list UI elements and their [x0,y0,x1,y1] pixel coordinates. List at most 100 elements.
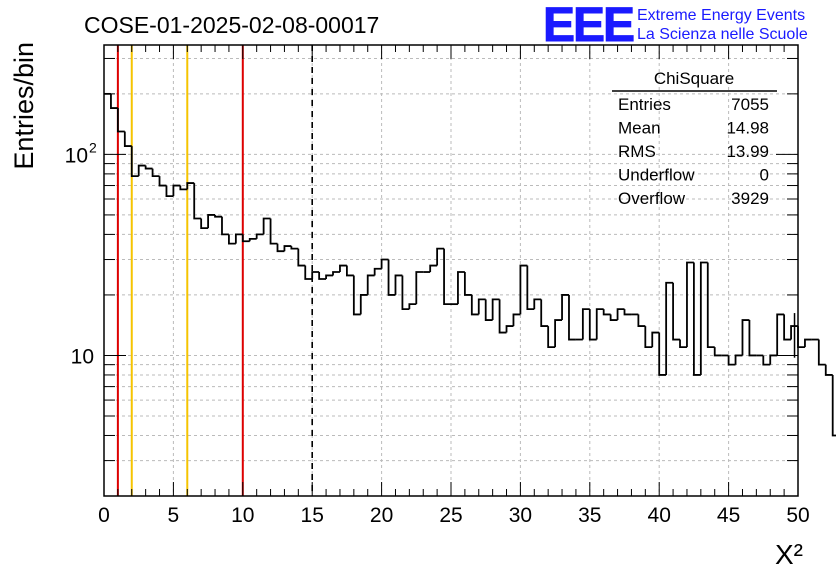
histogram-bin [179,185,188,191]
y-tick-label: 10 [71,345,94,368]
histogram-bin [387,259,396,296]
histogram-bin [269,218,278,245]
histogram-bin [693,262,701,376]
x-tick-label: 35 [578,504,601,527]
histogram-bin [401,275,410,311]
histogram-bin [783,314,792,341]
stats-label: Overflow [618,189,686,208]
histogram-bin [686,261,694,348]
histogram-bin [831,374,836,437]
histogram-bin [373,267,382,276]
histogram-bin [359,294,368,315]
histogram-bin [706,262,715,349]
y-tick-exponent: 2 [89,139,97,155]
histogram-bin [512,313,521,327]
histogram-bin [339,264,347,273]
histogram-bin [116,108,125,133]
histogram-bin [429,264,438,273]
stats-value: 3929 [731,189,769,208]
histogram-bin [304,265,313,280]
histogram-bin [318,272,327,280]
stats-label: RMS [618,142,656,161]
histogram-bin [498,299,507,334]
histogram-bin [151,168,160,177]
x-tick-label: 25 [439,504,462,527]
histogram-bin [290,246,299,250]
histogram-bin [352,275,361,316]
histogram-bin [228,234,236,245]
logo-mark: EEE [543,0,634,52]
histogram-bin [408,303,417,310]
histogram-bin [297,248,306,267]
histogram-bin [491,298,500,321]
histogram-bin [817,339,826,366]
eee-logo: EEE Extreme Energy Events La Scienza nel… [543,0,808,53]
histogram-bin [616,308,625,321]
histogram-bin [568,294,576,341]
histogram-bin [776,313,785,356]
grid-lines [104,45,798,497]
stats-value: 7055 [731,95,769,114]
histogram-bin [346,265,354,277]
histogram-bin [824,364,833,376]
histogram-bin [769,354,778,365]
histogram-bin [665,281,674,375]
histogram-bin [790,325,798,340]
stats-label: Mean [618,119,661,138]
histogram-bin [415,271,424,305]
stats-rows: Entries 7055 Mean 14.98 RMS 13.99 Underflow 0 Ov… [618,95,769,208]
histogram-bin [262,217,271,235]
histogram-bin [207,214,216,229]
histogram-bin [533,298,542,310]
histogram-bin [477,298,486,315]
histogram-bin [158,176,167,187]
x-tick-labels: 0 5 10 15 20 25 30 35 40 45 50 [98,504,810,527]
histogram-bin [713,347,722,357]
histogram-bin [672,282,681,341]
histogram-bin [519,264,528,315]
histogram-bin [463,272,472,296]
histogram-bin [741,319,750,356]
histogram-bin [623,309,632,316]
histogram-bin [436,247,445,266]
histogram-bin [137,164,146,177]
y-axis-label: Entries/bin [9,42,39,170]
histogram-bin [797,326,805,349]
y-tick-label: 10 [65,144,88,167]
histogram-bin [595,308,604,340]
axis-ticks [103,45,799,497]
histogram-bin [186,182,195,190]
histogram-bin [588,309,597,341]
histogram-bin [540,299,549,327]
histogram-bin [443,248,451,306]
histogram-bin [130,146,139,177]
x-tick-label: 10 [231,504,254,527]
histogram-bin [165,185,174,198]
x-tick-label: 50 [786,504,809,527]
histogram-bin [609,314,618,321]
histogram-bin [380,258,389,269]
histogram-bin [311,271,320,280]
histogram-bin [651,331,660,348]
histogram-bin [470,294,479,316]
histogram-bin [804,338,812,348]
histogram-bin [644,326,653,349]
histogram-bin [283,245,292,252]
x-tick-label: 0 [98,504,110,527]
x-tick-label: 30 [509,504,532,527]
stats-box: ChiSquare Entries 7055 Mean 14.98 RMS 13.99 Un… [612,69,777,208]
histogram-bin [658,332,667,376]
histogram-bin [734,354,743,365]
stats-title: ChiSquare [654,69,734,88]
stats-value: 14.98 [726,119,769,138]
histogram-bin [325,274,334,280]
histogram-bin [699,261,708,375]
histogram-bin [110,93,118,109]
histogram-series [104,92,836,437]
histogram-bin [581,308,590,340]
logo-line2: La Scienza nelle Scuole [637,26,808,43]
histogram-bin [637,314,646,327]
